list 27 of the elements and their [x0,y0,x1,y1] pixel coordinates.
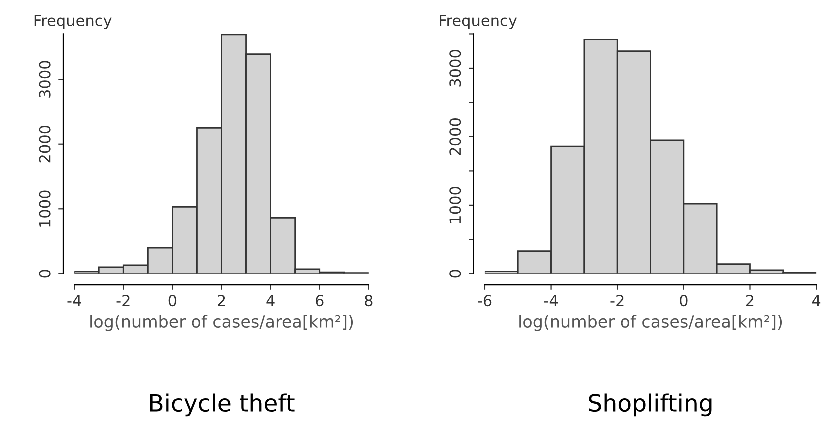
x-axis-title: log(number of cases/area[km²]) [90,315,354,332]
x-tick-label: 2 [218,295,226,306]
y-tick-label: 2000 [450,118,462,156]
y-tick-label: 2000 [39,126,51,163]
x-tick-label: 0 [168,295,177,307]
x-tick-label: -4 [544,295,558,306]
x-tick-label: 0 [680,295,688,307]
text: Bicycle theft [150,394,295,417]
text: Shoplifting [589,394,712,417]
x-tick-label: -2 [610,295,624,306]
y-axis-title: Frequency [440,15,518,30]
x-tick-label: 8 [365,295,373,307]
y-tick-label: 3000 [39,61,51,98]
x-tick-label: 4 [812,295,821,306]
x-tick-label: 6 [316,295,324,307]
y-tick-label: 1000 [39,190,51,227]
x-tick-label: 2 [746,295,754,306]
x-axis-title: log(number of cases/area[km²]) [520,315,782,332]
x-tick-label: -2 [116,295,130,306]
y-tick-label: 3000 [450,50,462,87]
y-tick-label: 1000 [450,187,462,224]
x-tick-label: 4 [266,295,275,306]
y-tick-label: 0 [39,270,51,278]
x-tick-label: -6 [478,295,492,307]
y-axis-title: Frequency [34,15,112,30]
y-tick-label: 0 [450,270,462,278]
x-tick-label: -4 [68,295,82,306]
